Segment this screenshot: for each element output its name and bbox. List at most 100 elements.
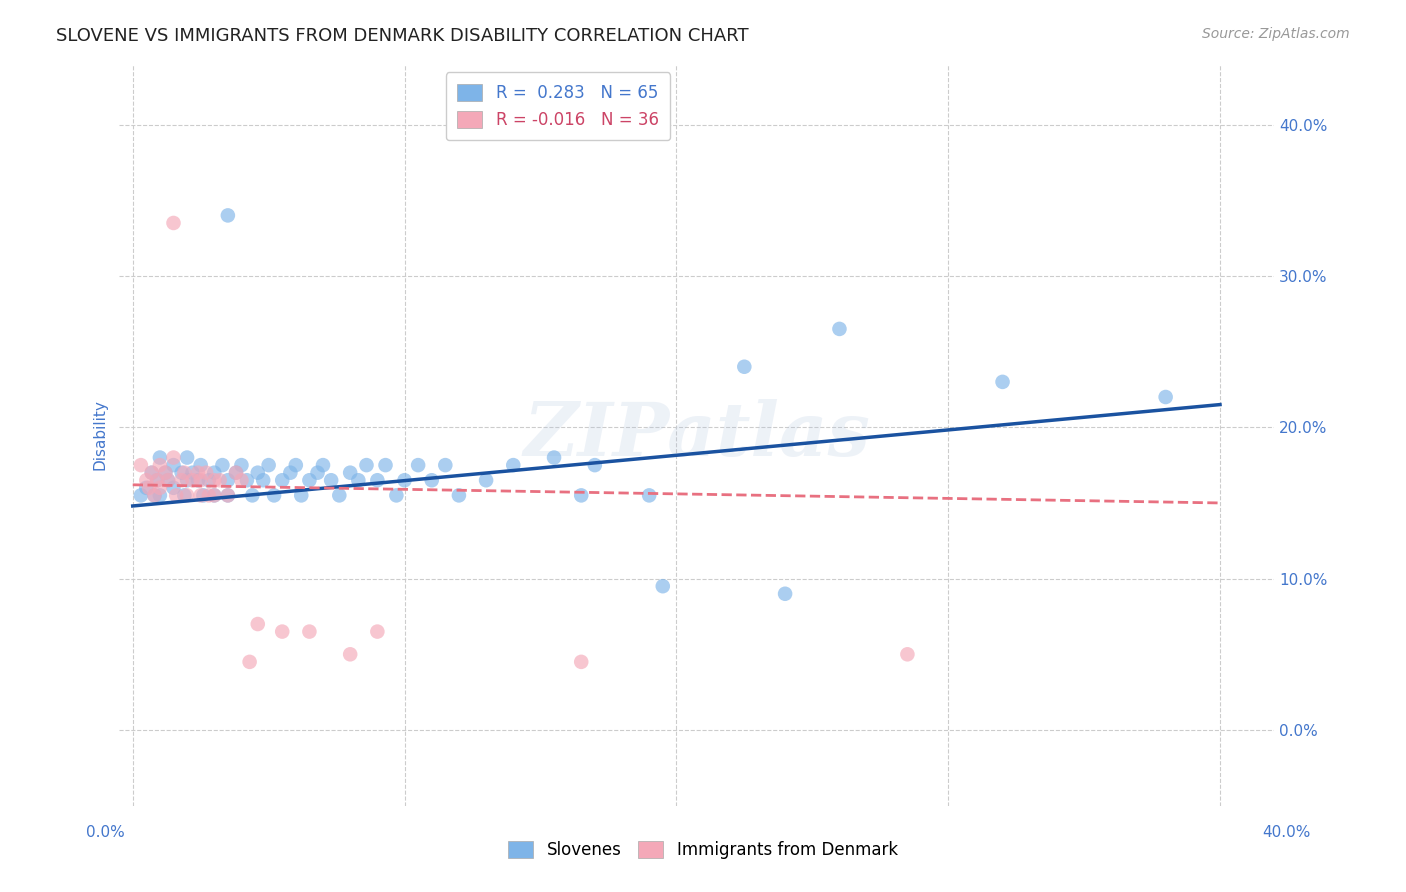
Point bbox=[447, 488, 470, 502]
Point bbox=[149, 450, 172, 465]
Point bbox=[173, 488, 195, 502]
Point bbox=[339, 648, 361, 662]
Point bbox=[374, 458, 396, 472]
Point bbox=[208, 473, 231, 487]
Point bbox=[181, 473, 204, 487]
Point bbox=[502, 458, 524, 472]
Point bbox=[307, 466, 329, 480]
Point bbox=[828, 322, 851, 336]
Point bbox=[271, 473, 294, 487]
Point bbox=[280, 466, 302, 480]
Text: ZIPatlas: ZIPatlas bbox=[523, 399, 870, 471]
Point bbox=[290, 488, 312, 502]
Point bbox=[284, 458, 307, 472]
Point bbox=[406, 458, 429, 472]
Point bbox=[187, 466, 209, 480]
Point bbox=[239, 655, 262, 669]
Point bbox=[225, 466, 247, 480]
Point bbox=[198, 488, 221, 502]
Point bbox=[195, 466, 218, 480]
Legend: Slovenes, Immigrants from Denmark: Slovenes, Immigrants from Denmark bbox=[502, 834, 904, 866]
Point bbox=[366, 473, 388, 487]
Point bbox=[162, 450, 184, 465]
Point bbox=[146, 473, 169, 487]
Point bbox=[187, 473, 209, 487]
Point bbox=[366, 624, 388, 639]
Point bbox=[141, 466, 163, 480]
Point bbox=[143, 488, 166, 502]
Point bbox=[569, 655, 592, 669]
Point bbox=[217, 473, 239, 487]
Point bbox=[991, 375, 1014, 389]
Point bbox=[420, 473, 443, 487]
Point bbox=[263, 488, 285, 502]
Point bbox=[257, 458, 280, 472]
Point bbox=[339, 466, 361, 480]
Point bbox=[240, 488, 263, 502]
Point bbox=[190, 488, 212, 502]
Text: Source: ZipAtlas.com: Source: ZipAtlas.com bbox=[1202, 27, 1350, 41]
Point bbox=[165, 488, 187, 502]
Point bbox=[236, 473, 259, 487]
Point bbox=[143, 488, 166, 502]
Point bbox=[298, 473, 321, 487]
Point bbox=[896, 648, 918, 662]
Point bbox=[356, 458, 378, 472]
Point bbox=[176, 473, 198, 487]
Point bbox=[246, 466, 269, 480]
Point bbox=[638, 488, 661, 502]
Point bbox=[149, 458, 172, 472]
Point bbox=[385, 488, 408, 502]
Point bbox=[583, 458, 606, 472]
Text: SLOVENE VS IMMIGRANTS FROM DENMARK DISABILITY CORRELATION CHART: SLOVENE VS IMMIGRANTS FROM DENMARK DISAB… bbox=[56, 27, 749, 45]
Point bbox=[157, 473, 180, 487]
Point bbox=[298, 624, 321, 639]
Point bbox=[193, 488, 215, 502]
Point bbox=[129, 458, 152, 472]
Point bbox=[651, 579, 673, 593]
Point bbox=[135, 481, 157, 495]
Point bbox=[176, 488, 198, 502]
Point bbox=[321, 473, 343, 487]
Y-axis label: Disability: Disability bbox=[93, 400, 107, 470]
Point bbox=[217, 488, 239, 502]
Point bbox=[211, 458, 233, 472]
Point bbox=[162, 458, 184, 472]
Point bbox=[202, 473, 225, 487]
Point bbox=[347, 473, 370, 487]
Point bbox=[434, 458, 457, 472]
Point bbox=[198, 473, 221, 487]
Point bbox=[173, 466, 195, 480]
Point bbox=[138, 481, 160, 495]
Point bbox=[162, 216, 184, 230]
Point bbox=[569, 488, 592, 502]
Point bbox=[155, 466, 177, 480]
Point bbox=[202, 488, 225, 502]
Point bbox=[217, 208, 239, 222]
Point bbox=[190, 473, 212, 487]
Point bbox=[202, 466, 225, 480]
Point bbox=[202, 488, 225, 502]
Point bbox=[146, 473, 169, 487]
Point bbox=[176, 450, 198, 465]
Point bbox=[129, 488, 152, 502]
Point bbox=[394, 473, 416, 487]
Point bbox=[475, 473, 498, 487]
Legend: R =  0.283   N = 65, R = -0.016   N = 36: R = 0.283 N = 65, R = -0.016 N = 36 bbox=[446, 72, 671, 140]
Point bbox=[271, 624, 294, 639]
Point bbox=[328, 488, 350, 502]
Point bbox=[252, 473, 274, 487]
Point bbox=[157, 473, 180, 487]
Point bbox=[773, 587, 796, 601]
Point bbox=[190, 458, 212, 472]
Point bbox=[149, 488, 172, 502]
Point bbox=[170, 466, 193, 480]
Text: 40.0%: 40.0% bbox=[1263, 825, 1310, 840]
Point bbox=[733, 359, 755, 374]
Point bbox=[162, 481, 184, 495]
Point bbox=[155, 466, 177, 480]
Point bbox=[135, 473, 157, 487]
Text: 0.0%: 0.0% bbox=[86, 825, 125, 840]
Point bbox=[1154, 390, 1177, 404]
Point bbox=[312, 458, 335, 472]
